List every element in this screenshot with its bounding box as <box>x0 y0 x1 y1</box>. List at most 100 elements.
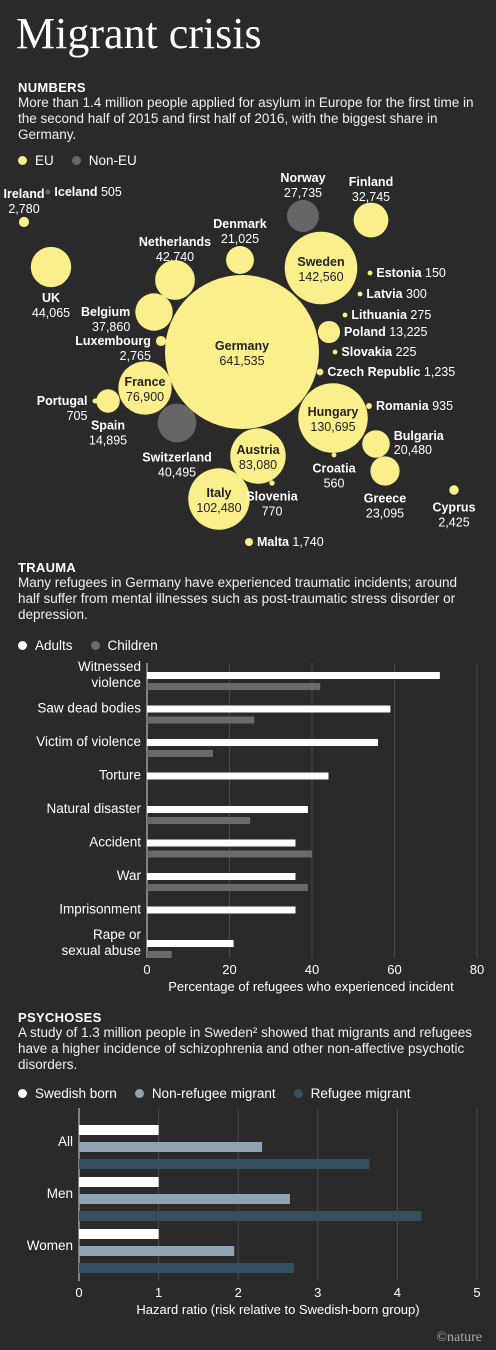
psychoses-text: A study of 1.3 million people in Sweden²… <box>18 1025 473 1072</box>
category-label-witnessed-violence: violence <box>91 675 141 690</box>
bubble-value-estonia: 150 <box>422 266 446 280</box>
x-tick-label: 0 <box>75 1285 82 1300</box>
legend-non-eu-label: Non-EU <box>88 153 137 168</box>
x-tick-label: 2 <box>235 1285 242 1300</box>
bubble-label-slovenia: Slovenia <box>246 490 298 504</box>
bubble-poland <box>317 320 341 344</box>
bubble-value-italy: 102,480 <box>196 501 241 515</box>
bubble-bulgaria <box>362 430 390 458</box>
bubble-cyprus <box>449 485 459 495</box>
bubble-value-spain: 14,895 <box>89 434 127 448</box>
page-title: Migrant crisis <box>16 9 262 58</box>
bubble-label-luxembourg: Luxembourg <box>75 334 151 348</box>
x-axis-label: Percentage of refugees who experienced i… <box>168 979 454 994</box>
numbers-text: More than 1.4 million people applied for… <box>18 95 474 142</box>
bubble-ireland <box>18 216 30 228</box>
bubble-label-austria: Austria <box>236 443 280 457</box>
bubble-label-estonia: Estonia 150 <box>376 266 446 280</box>
bubble-value-malta: 1,740 <box>289 535 324 549</box>
bubble-malta <box>244 537 254 547</box>
legend-eu-label: EU <box>35 153 54 168</box>
category-label-victim-of-violence: Victim of violence <box>36 734 141 749</box>
bubble-label-netherlands: Netherlands <box>139 235 211 249</box>
bubble-label-portugal: Portugal <box>37 394 88 408</box>
bubble-value-luxembourg: 2,765 <box>120 349 151 363</box>
category-label-accident: Accident <box>89 835 141 850</box>
bubble-value-austria: 83,080 <box>239 458 277 472</box>
legend-eu: EU <box>18 153 54 168</box>
bubble-slovenia <box>269 480 275 486</box>
bar-refugee-migrant-men <box>79 1211 422 1221</box>
non-refugee-dot-icon <box>134 1089 144 1098</box>
bar-adults-imprisonment <box>147 906 296 914</box>
bubble-value-slovenia: 770 <box>262 505 283 519</box>
psychoses-legend: Swedish born Non-refugee migrant Refugee… <box>18 1086 428 1101</box>
bubble-value-portugal: 705 <box>67 409 88 423</box>
bar-refugee-migrant-all <box>79 1159 370 1169</box>
bubble-italy <box>188 468 250 530</box>
bubble-uk <box>30 246 72 288</box>
bubble-value-romania: 935 <box>429 399 453 413</box>
bubble-latvia <box>357 291 363 297</box>
bubble-value-france: 76,900 <box>126 390 164 404</box>
bar-children-accident <box>147 850 312 858</box>
credit: ©nature <box>436 1330 482 1345</box>
bubble-label-france: France <box>125 375 166 389</box>
bubble-value-iceland: 505 <box>97 185 121 199</box>
category-label-war: War <box>117 868 142 883</box>
bubble-label-greece: Greece <box>364 492 406 506</box>
bar-swedish-born-all <box>79 1125 159 1135</box>
category-label-women: Women <box>27 1238 73 1253</box>
bubble-value-cyprus: 2,425 <box>438 516 469 530</box>
bubble-value-switzerland: 40,495 <box>158 465 196 479</box>
legend-swedish-born-label: Swedish born <box>35 1086 117 1101</box>
x-tick-label: 1 <box>155 1285 162 1300</box>
bubble-label-finland: Finland <box>349 175 393 189</box>
trauma-legend: Adults Children <box>18 638 176 653</box>
x-tick-label: 3 <box>314 1285 321 1300</box>
swedish-born-dot-icon <box>18 1089 27 1098</box>
legend-non-refugee: Non-refugee migrant <box>134 1086 276 1101</box>
bubble-hungary <box>298 383 368 453</box>
bar-children-witnessed-violence <box>147 683 321 690</box>
legend-adults: Adults <box>18 638 73 653</box>
bubble-netherlands <box>155 260 195 300</box>
bubble-label-denmark: Denmark <box>213 217 267 231</box>
bubble-label-norway: Norway <box>280 171 325 185</box>
bubble-label-cyprus: Cyprus <box>432 501 475 515</box>
x-tick-label: 40 <box>305 962 319 977</box>
legend-refugee-label: Refugee migrant <box>310 1086 411 1101</box>
x-tick-label: 80 <box>470 962 484 977</box>
category-label-natural-disaster: Natural disaster <box>46 801 141 816</box>
category-label-torture: Torture <box>99 768 141 783</box>
bubble-label-uk: UK <box>42 291 60 305</box>
bubble-slovakia <box>332 349 338 355</box>
bubble-value-uk: 44,065 <box>32 306 70 320</box>
bubble-value-hungary: 130,695 <box>310 420 355 434</box>
bubble-value-latvia: 300 <box>403 287 427 301</box>
bar-adults-victim-of-violence <box>147 739 378 746</box>
category-label-men: Men <box>47 1186 73 1201</box>
bar-swedish-born-women <box>79 1229 159 1239</box>
bar-adults-natural-disaster <box>147 806 308 813</box>
bubble-czech-republic <box>316 368 324 376</box>
bubble-label-iceland: Iceland 505 <box>54 185 121 199</box>
bubble-value-czech-republic: 1,235 <box>420 365 455 379</box>
bar-non-refugee-migrant-all <box>79 1142 263 1152</box>
bubble-label-croatia: Croatia <box>312 461 356 475</box>
bubble-label-poland: Poland 13,225 <box>344 325 427 339</box>
trauma-text: Many refugees in Germany have experience… <box>18 575 457 622</box>
x-tick-label: 4 <box>394 1285 401 1300</box>
bubble-belgium <box>135 293 173 331</box>
refugee-dot-icon <box>293 1089 303 1098</box>
bar-adults-rape-or-sexual-abuse <box>147 940 234 947</box>
adults-dot-icon <box>18 641 27 650</box>
x-axis-label: Hazard ratio (risk relative to Swedish-b… <box>136 1302 419 1317</box>
psychoses-heading: PSYCHOSES <box>18 1010 102 1025</box>
legend-swedish-born: Swedish born <box>18 1086 117 1101</box>
bubble-value-lithuania: 275 <box>407 308 431 322</box>
bubble-value-greece: 23,095 <box>366 507 404 521</box>
bubble-sweden <box>284 231 358 305</box>
bubble-austria <box>230 428 286 484</box>
legend-children: Children <box>90 638 158 653</box>
